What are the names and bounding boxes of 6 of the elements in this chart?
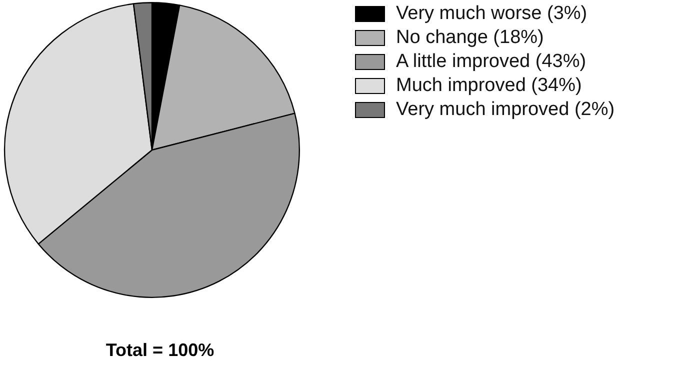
- legend-label: No change (18%): [395, 26, 545, 50]
- legend-label: Very much worse (3%): [395, 2, 588, 26]
- legend-label: Very much improved (2%): [395, 98, 615, 122]
- legend-label: A little improved (43%): [395, 50, 588, 74]
- legend-label: Much improved (34%): [395, 74, 583, 98]
- text: Total = 100%: [104, 340, 216, 361]
